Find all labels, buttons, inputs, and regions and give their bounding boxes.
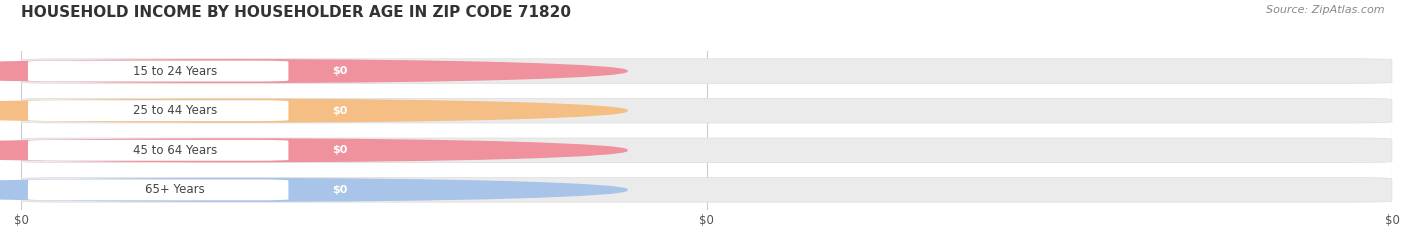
- FancyBboxPatch shape: [295, 179, 384, 200]
- Text: 15 to 24 Years: 15 to 24 Years: [132, 65, 217, 78]
- Circle shape: [0, 179, 627, 201]
- FancyBboxPatch shape: [21, 98, 1392, 123]
- Text: 65+ Years: 65+ Years: [145, 183, 204, 196]
- FancyBboxPatch shape: [295, 61, 384, 82]
- FancyBboxPatch shape: [21, 138, 1392, 163]
- FancyBboxPatch shape: [21, 59, 1392, 83]
- Text: $0: $0: [332, 66, 347, 76]
- FancyBboxPatch shape: [28, 179, 288, 200]
- Text: $0: $0: [332, 106, 347, 116]
- FancyBboxPatch shape: [295, 100, 384, 121]
- FancyBboxPatch shape: [21, 178, 1392, 202]
- Circle shape: [0, 60, 627, 82]
- Text: HOUSEHOLD INCOME BY HOUSEHOLDER AGE IN ZIP CODE 71820: HOUSEHOLD INCOME BY HOUSEHOLDER AGE IN Z…: [21, 5, 571, 20]
- Text: 25 to 44 Years: 25 to 44 Years: [132, 104, 217, 117]
- Text: $0: $0: [332, 145, 347, 155]
- FancyBboxPatch shape: [28, 100, 288, 121]
- Text: $0: $0: [332, 185, 347, 195]
- Text: Source: ZipAtlas.com: Source: ZipAtlas.com: [1267, 5, 1385, 15]
- Circle shape: [0, 99, 627, 122]
- Circle shape: [0, 139, 627, 161]
- Text: 45 to 64 Years: 45 to 64 Years: [132, 144, 217, 157]
- FancyBboxPatch shape: [295, 140, 384, 161]
- FancyBboxPatch shape: [28, 61, 288, 82]
- FancyBboxPatch shape: [28, 140, 288, 161]
